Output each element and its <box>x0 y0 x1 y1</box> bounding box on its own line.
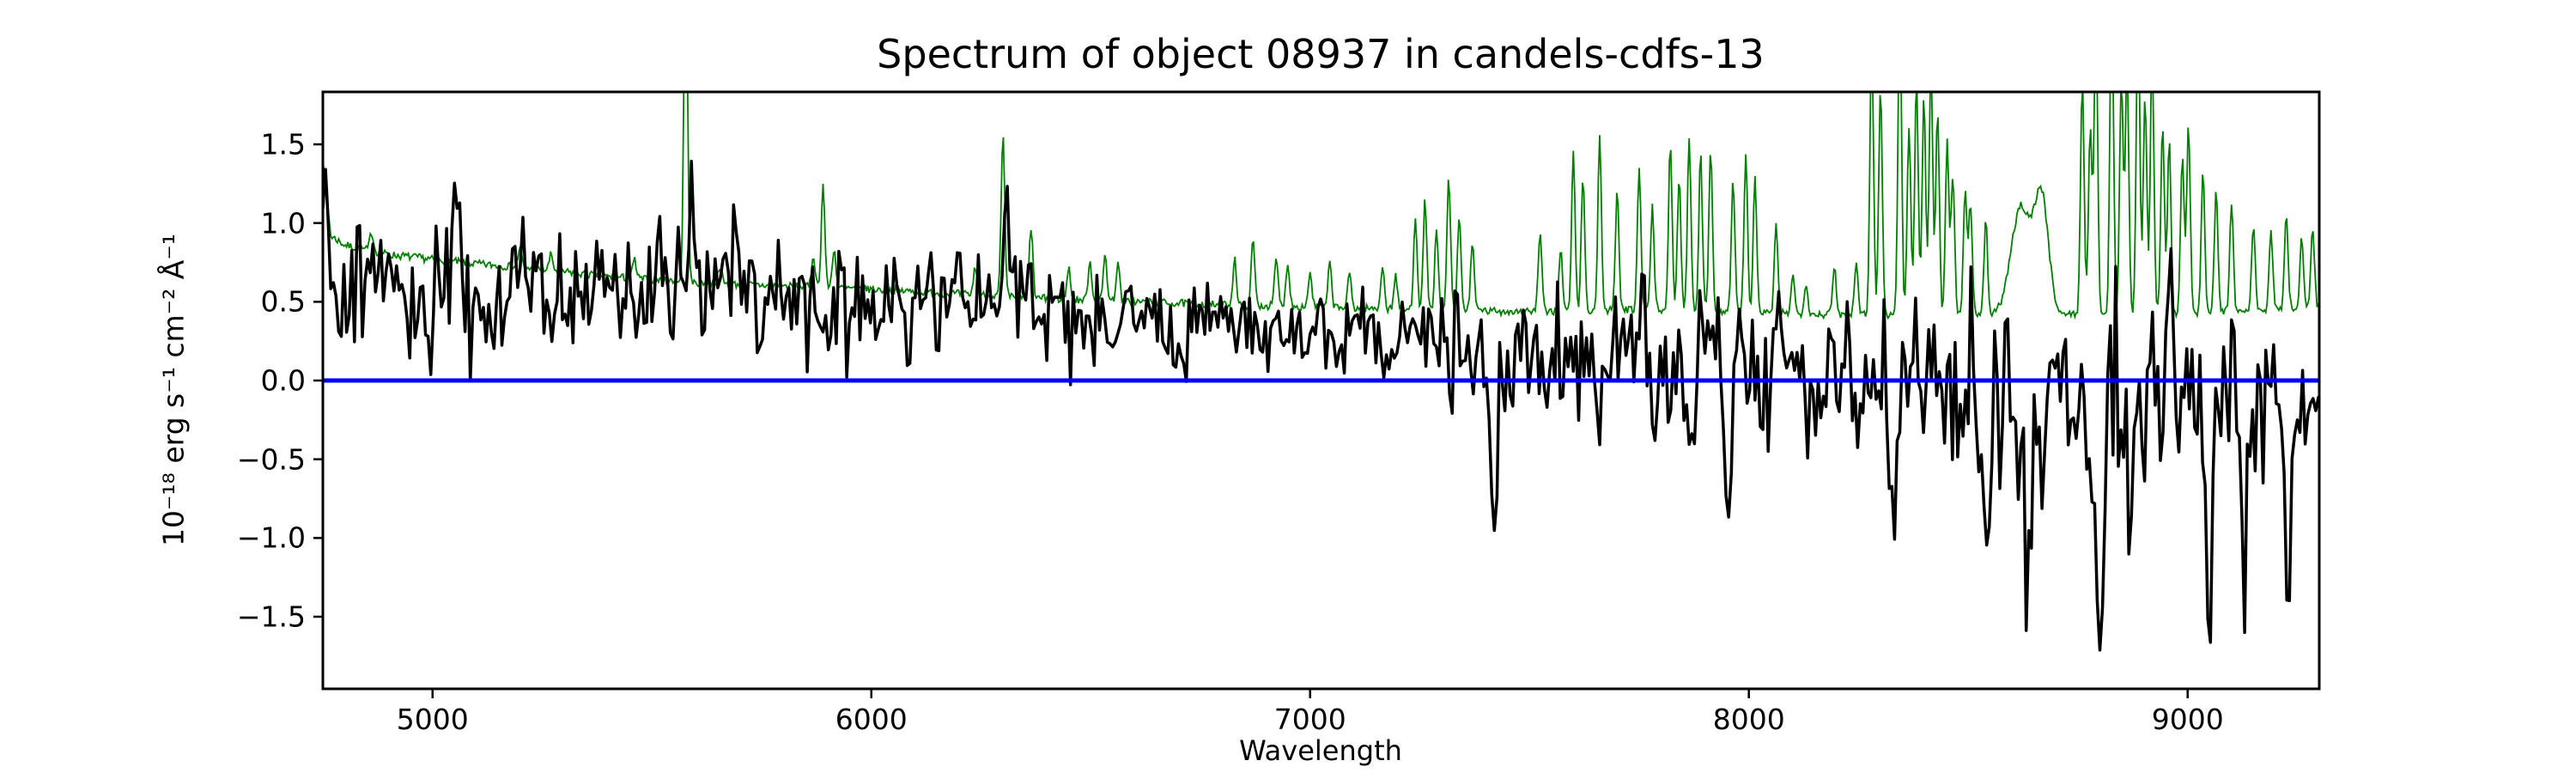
y-tick-label: 0.0 <box>260 363 306 398</box>
y-tick-label: 1.0 <box>260 206 306 240</box>
y-tick-label: −0.5 <box>236 442 306 477</box>
y-axis-label: 10⁻¹⁸ erg s⁻¹ cm⁻² Å⁻¹ <box>156 233 191 547</box>
y-tick-label: 0.5 <box>260 284 306 319</box>
y-tick-label: −1.5 <box>236 600 306 634</box>
x-tick-label: 6000 <box>835 703 908 736</box>
x-tick-label: 5000 <box>396 703 469 736</box>
chart-title: Spectrum of object 08937 in candels-cdfs… <box>877 31 1765 77</box>
x-tick-label: 8000 <box>1712 703 1785 736</box>
x-axis-label: Wavelength <box>1239 734 1402 767</box>
x-tick-label: 7000 <box>1273 703 1346 736</box>
x-tick-label: 9000 <box>2151 703 2224 736</box>
y-tick-label: −1.0 <box>236 520 306 555</box>
flux-series-line <box>323 160 2319 652</box>
y-tick-label: 1.5 <box>260 127 306 161</box>
axes-spines <box>321 90 2321 691</box>
